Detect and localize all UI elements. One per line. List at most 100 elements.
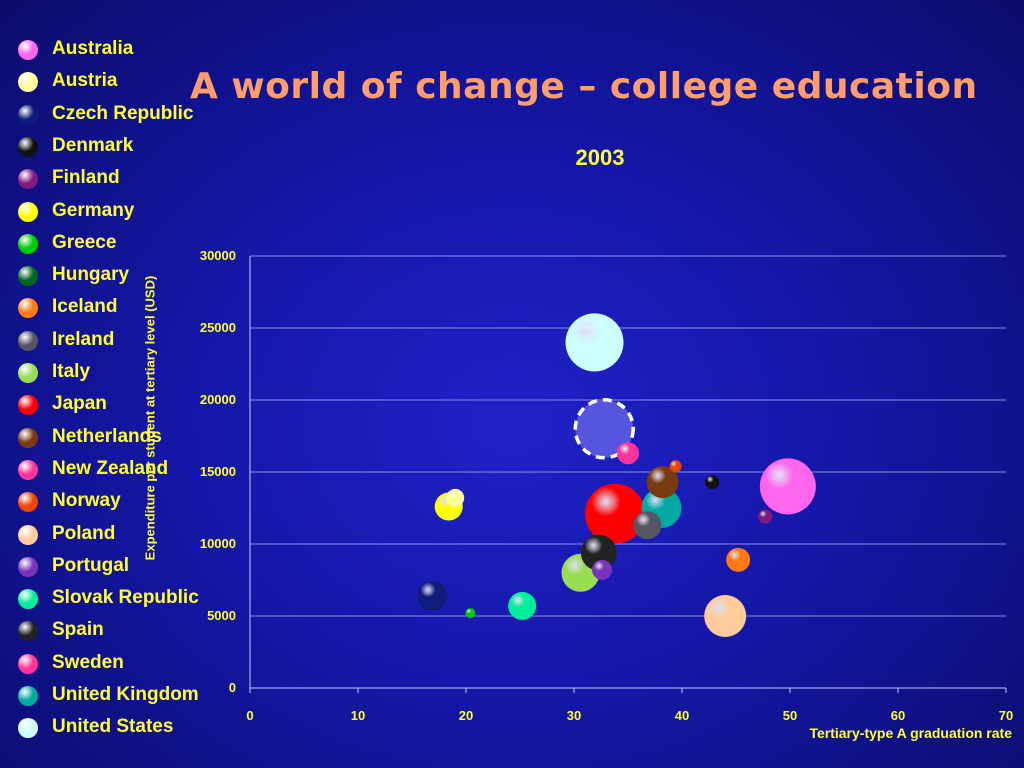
legend-marker-icon: [18, 104, 38, 125]
bubble-greece: [465, 608, 476, 619]
bubble-iceland: [726, 547, 751, 572]
bubble-united-states: [565, 313, 624, 372]
legend-item: United States: [16, 714, 216, 744]
legend-label: Australia: [52, 38, 134, 59]
legend-item: New Zealand: [16, 456, 216, 486]
y-tick-label: 10000: [200, 536, 236, 551]
bubble-denmark: [705, 475, 720, 490]
legend-item: Austria: [16, 68, 216, 98]
legend-marker-icon: [18, 718, 38, 739]
legend-item: Iceland: [16, 294, 216, 324]
legend-label: Poland: [52, 522, 116, 544]
x-tick-label: 60: [891, 708, 905, 723]
legend-marker-icon: [18, 72, 38, 93]
legend-item: Slovak Republic: [16, 585, 216, 615]
legend-marker-icon: [18, 686, 38, 706]
legend-marker-icon: [18, 136, 38, 157]
legend-item: Germany: [16, 198, 216, 228]
legend-item: Sweden: [16, 650, 216, 680]
legend-label: Austria: [52, 70, 118, 92]
x-tick-label: 40: [675, 708, 689, 723]
legend-item: Japan: [16, 391, 216, 421]
legend-marker-icon: [18, 621, 38, 642]
y-tick-label: 15000: [200, 464, 236, 479]
legend-label: Czech Republic: [52, 102, 194, 124]
legend-label: Sweden: [52, 651, 124, 673]
x-tick-label: 10: [351, 708, 365, 723]
legend-item: Finland: [16, 165, 216, 195]
legend-label: Italy: [52, 361, 91, 382]
bubble-netherlands: [646, 466, 679, 499]
legend-item: Greece: [16, 230, 216, 260]
legend-marker-icon: [18, 492, 38, 513]
legend-label: Norway: [52, 490, 121, 512]
bubble-japan: [585, 483, 646, 544]
legend-item: Australia: [16, 36, 216, 66]
y-tick-label: 25000: [200, 320, 236, 335]
x-axis-label: Tertiary-type A graduation rate: [809, 725, 1012, 741]
legend-marker-icon: [18, 169, 38, 190]
legend-item: Ireland: [16, 327, 216, 357]
legend-marker-icon: [18, 266, 38, 287]
bubble-new-zealand: [617, 442, 639, 465]
legend-marker-icon: [18, 427, 38, 448]
legend-label: United States: [52, 716, 174, 738]
legend-marker-icon: [18, 233, 38, 254]
bubble-norway: [669, 460, 682, 473]
bubble-portugal: [592, 559, 613, 580]
bubble-spain: [580, 534, 617, 571]
bubble-poland: [704, 595, 747, 637]
x-tick-label: 30: [567, 708, 581, 723]
x-tick-label: 20: [459, 708, 473, 723]
legend-item: Spain: [16, 617, 216, 647]
bubble-finland: [758, 509, 773, 524]
legend-item: Poland: [16, 521, 216, 551]
legend-marker-icon: [18, 395, 38, 416]
legend-item: United Kingdom: [16, 682, 216, 712]
legend-label: New Zealand: [52, 457, 169, 479]
bubble-austria: [446, 488, 465, 507]
legend-label: United Kingdom: [52, 684, 199, 705]
legend-item: Hungary: [16, 262, 216, 292]
legend-marker-icon: [18, 653, 38, 674]
highlight-dashed-circle: [573, 398, 635, 460]
legend-marker-icon: [18, 201, 38, 222]
legend-label: Germany: [52, 199, 135, 221]
legend-marker-icon: [18, 524, 38, 545]
legend-label: Hungary: [52, 264, 130, 286]
legend-item: Netherlands: [16, 424, 216, 454]
legend-label: Ireland: [52, 328, 115, 350]
legend-label: Spain: [52, 619, 104, 641]
legend-label: Portugal: [52, 554, 130, 576]
legend-label: Iceland: [52, 296, 118, 318]
x-tick-label: 50: [783, 708, 797, 723]
legend-label: Netherlands: [52, 425, 162, 447]
legend-item: Denmark: [16, 133, 216, 163]
chart-title: A world of change – college education: [190, 66, 978, 107]
legend-label: Denmark: [52, 134, 134, 156]
bubble-ireland: [633, 511, 662, 540]
legend-label: Finland: [52, 167, 120, 189]
x-tick-label: 70: [999, 708, 1013, 723]
legend-label: Greece: [52, 231, 117, 253]
legend-item: Portugal: [16, 553, 216, 583]
legend-marker-icon: [18, 589, 38, 610]
bubble-czech-republic: [417, 580, 448, 611]
legend-marker-icon: [18, 363, 38, 383]
bubble-slovak-republic: [508, 591, 537, 620]
legend-item: Czech Republic: [16, 101, 216, 131]
legend-label: Japan: [52, 393, 107, 415]
x-tick-label: 0: [246, 708, 253, 723]
legend-marker-icon: [18, 330, 38, 351]
y-tick-label: 5000: [207, 608, 236, 623]
legend-marker-icon: [18, 459, 38, 480]
legend-marker-icon: [18, 556, 38, 577]
legend-marker-icon: [18, 40, 38, 60]
y-tick-label: 20000: [200, 392, 236, 407]
y-tick-label: 0: [229, 680, 236, 695]
bubble-australia: [759, 458, 816, 515]
chart-subtitle: 2003: [575, 145, 625, 170]
legend-marker-icon: [18, 298, 38, 319]
legend-item: Italy: [16, 359, 216, 389]
